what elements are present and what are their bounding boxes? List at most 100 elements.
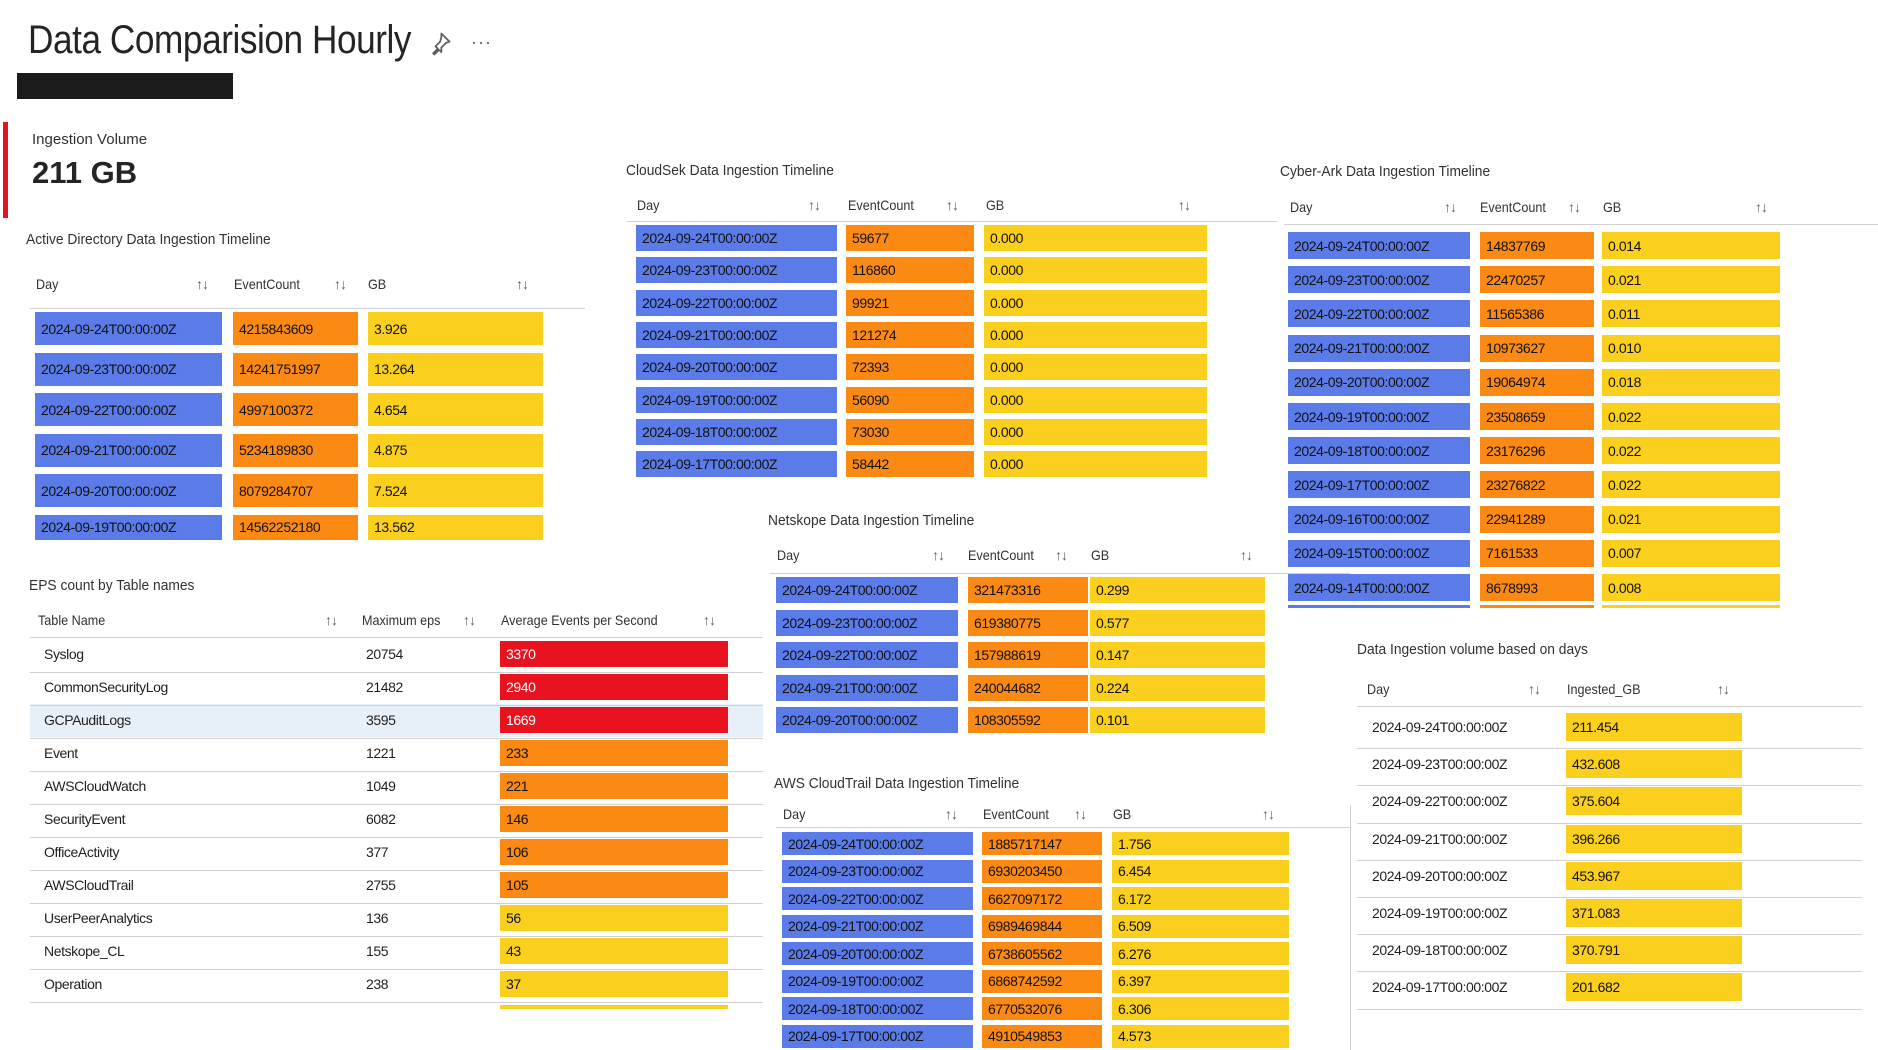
sort-icon[interactable]: ↑↓ (1755, 199, 1768, 215)
eps-cell: Operation (44, 976, 102, 992)
sort-icon[interactable]: ↑↓ (463, 612, 476, 628)
eps-col-header-1[interactable]: Maximum eps (362, 612, 441, 628)
more-icon[interactable]: ··· (471, 32, 492, 52)
row-divider (30, 771, 763, 772)
cyberark-cell: 2024-09-17T00:00:00Z (1288, 471, 1470, 499)
eps-cell: 21482 (366, 679, 403, 695)
sort-icon[interactable]: ↑↓ (1055, 547, 1068, 563)
cloudsek-cell: 0.000 (984, 386, 1207, 413)
sort-icon[interactable]: ↑↓ (808, 197, 821, 213)
sort-icon[interactable]: ↑↓ (1444, 199, 1457, 215)
sort-icon[interactable]: ↑↓ (334, 276, 347, 292)
sort-icon[interactable]: ↑↓ (946, 197, 959, 213)
netskope-col-header-2[interactable]: GB (1091, 547, 1110, 563)
volume-col-header-0[interactable]: Day (1367, 681, 1390, 697)
active_directory-title: Active Directory Data Ingestion Timeline (26, 231, 271, 248)
cyberark-cell: 22941289 (1480, 505, 1594, 533)
volume-cell: 211.454 (1566, 713, 1742, 741)
cloudsek-cell: 0.000 (984, 257, 1207, 284)
sort-icon[interactable]: ↑↓ (945, 806, 958, 822)
cloudsek-cell: 2024-09-17T00:00:00Z (636, 451, 837, 478)
netskope-cell: 240044682 (968, 674, 1088, 701)
kpi-label: Ingestion Volume (32, 131, 148, 148)
cyberark-col-header-2[interactable]: GB (1603, 199, 1622, 215)
sort-icon[interactable]: ↑↓ (196, 276, 209, 292)
sort-icon[interactable]: ↑↓ (1717, 681, 1730, 697)
netskope-cell: 0.224 (1090, 674, 1265, 701)
cloudsek-cell: 73030 (846, 418, 974, 445)
cloudsek-cell: 56090 (846, 386, 974, 413)
aws-cell: 2024-09-23T00:00:00Z (782, 859, 973, 883)
netskope-cell: 2024-09-24T00:00:00Z (776, 577, 958, 603)
active_directory-col-header-0[interactable]: Day (36, 276, 59, 292)
cyberark-cell: 0.022 (1602, 403, 1780, 430)
kpi-value: 211 GB (32, 155, 138, 190)
aws-cell: 4.573 (1112, 1024, 1289, 1048)
aws-cell: 6989469844 (982, 914, 1102, 938)
aws-cell: 2024-09-19T00:00:00Z (782, 969, 973, 993)
sort-icon[interactable]: ↑↓ (1262, 806, 1275, 822)
active_directory-cell: 4.875 (368, 433, 543, 467)
cyberark-cell: 0.022 (1602, 437, 1780, 465)
eps-col-header-2[interactable]: Average Events per Second (501, 612, 658, 628)
volume-cell: 201.682 (1566, 973, 1742, 1002)
active_directory-col-header-1[interactable]: EventCount (234, 276, 300, 292)
netskope-cell: 0.147 (1090, 642, 1265, 668)
cloudsek-col-header-0[interactable]: Day (637, 197, 660, 213)
aws-cell: 2024-09-18T00:00:00Z (782, 997, 973, 1020)
eps-header-divider (30, 637, 763, 638)
pin-icon[interactable] (425, 30, 453, 58)
active_directory-cell: 2024-09-21T00:00:00Z (35, 433, 222, 467)
volume-cell: 2024-09-23T00:00:00Z (1372, 756, 1508, 773)
cyberark-cell: 2024-09-15T00:00:00Z (1288, 539, 1470, 567)
cyberark-cell: 23176296 (1480, 437, 1594, 465)
sort-icon[interactable]: ↑↓ (1178, 197, 1191, 213)
aws-col-header-1[interactable]: EventCount (983, 806, 1049, 822)
eps-cell: Netskope_CL (44, 943, 125, 959)
cyberark-cell: 0.010 (1602, 334, 1780, 362)
aws-col-header-2[interactable]: GB (1113, 806, 1132, 822)
volume-cell: 453.967 (1566, 861, 1742, 890)
aws-cell: 1885717147 (982, 832, 1102, 855)
active_directory-cell: 4215843609 (233, 312, 358, 345)
netskope-col-header-0[interactable]: Day (777, 547, 800, 563)
netskope-cell: 321473316 (968, 577, 1088, 603)
aws-header-divider (776, 827, 1351, 828)
cloudsek-col-header-1[interactable]: EventCount (848, 197, 914, 213)
volume-cell: 2024-09-20T00:00:00Z (1372, 867, 1508, 884)
sort-icon[interactable]: ↑↓ (325, 612, 338, 628)
active_directory-col-header-2[interactable]: GB (368, 276, 387, 292)
sort-icon[interactable]: ↑↓ (1074, 806, 1087, 822)
eps-cell: 155 (366, 943, 389, 959)
active_directory-cell: 14562252180 (233, 514, 358, 540)
aws-col-header-0[interactable]: Day (783, 806, 806, 822)
sort-icon[interactable]: ↑↓ (516, 276, 529, 292)
active_directory-cell: 5234189830 (233, 433, 358, 467)
sort-icon[interactable]: ↑↓ (703, 612, 716, 628)
netskope-cell: 619380775 (968, 609, 1088, 636)
eps-cell: 106 (500, 839, 728, 865)
eps-cell: 233 (500, 740, 728, 766)
row-divider (1357, 859, 1862, 861)
cyberark-col-header-1[interactable]: EventCount (1480, 199, 1546, 215)
cyberark-cell: 2024-09-24T00:00:00Z (1288, 232, 1470, 259)
volume-col-header-1[interactable]: Ingested_GB (1567, 681, 1641, 697)
eps-col-header-0[interactable]: Table Name (38, 612, 106, 628)
eps-cell: 37 (500, 971, 728, 997)
volume-cell: 432.608 (1566, 750, 1742, 779)
sort-icon[interactable]: ↑↓ (1568, 199, 1581, 215)
cloudsek-cell: 59677 (846, 225, 974, 251)
sort-icon[interactable]: ↑↓ (1240, 547, 1253, 563)
sort-icon[interactable]: ↑↓ (932, 547, 945, 563)
volume-cell: 2024-09-22T00:00:00Z (1372, 793, 1508, 810)
netskope-col-header-1[interactable]: EventCount (968, 547, 1034, 563)
cyberark-col-header-0[interactable]: Day (1290, 199, 1313, 215)
cloudsek-title: CloudSek Data Ingestion Timeline (626, 162, 834, 179)
aws-cell: 2024-09-17T00:00:00Z (782, 1024, 973, 1048)
volume-cell: 2024-09-19T00:00:00Z (1372, 905, 1508, 921)
page-title: Data Comparision Hourly (28, 18, 412, 62)
sort-icon[interactable]: ↑↓ (1528, 681, 1541, 697)
cloudsek-col-header-2[interactable]: GB (986, 197, 1005, 213)
aws-cell: 6930203450 (982, 859, 1102, 883)
active_directory-cell: 2024-09-20T00:00:00Z (35, 474, 222, 507)
